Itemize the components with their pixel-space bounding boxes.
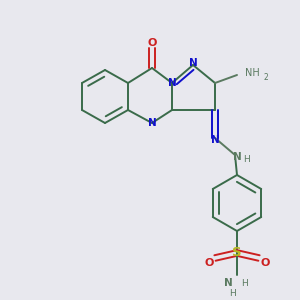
Text: H: H (241, 278, 248, 287)
Text: NH: NH (245, 68, 260, 78)
Text: N: N (211, 135, 219, 145)
Text: N: N (232, 152, 242, 162)
Text: N: N (148, 118, 156, 128)
Text: H: H (244, 155, 250, 164)
Text: N: N (189, 58, 197, 68)
Text: N: N (168, 78, 176, 88)
Text: H: H (230, 289, 236, 298)
Text: 2: 2 (264, 74, 269, 82)
Text: S: S (232, 247, 242, 260)
Text: O: O (147, 38, 157, 48)
Text: O: O (204, 258, 214, 268)
Text: O: O (260, 258, 270, 268)
Text: N: N (224, 278, 233, 288)
